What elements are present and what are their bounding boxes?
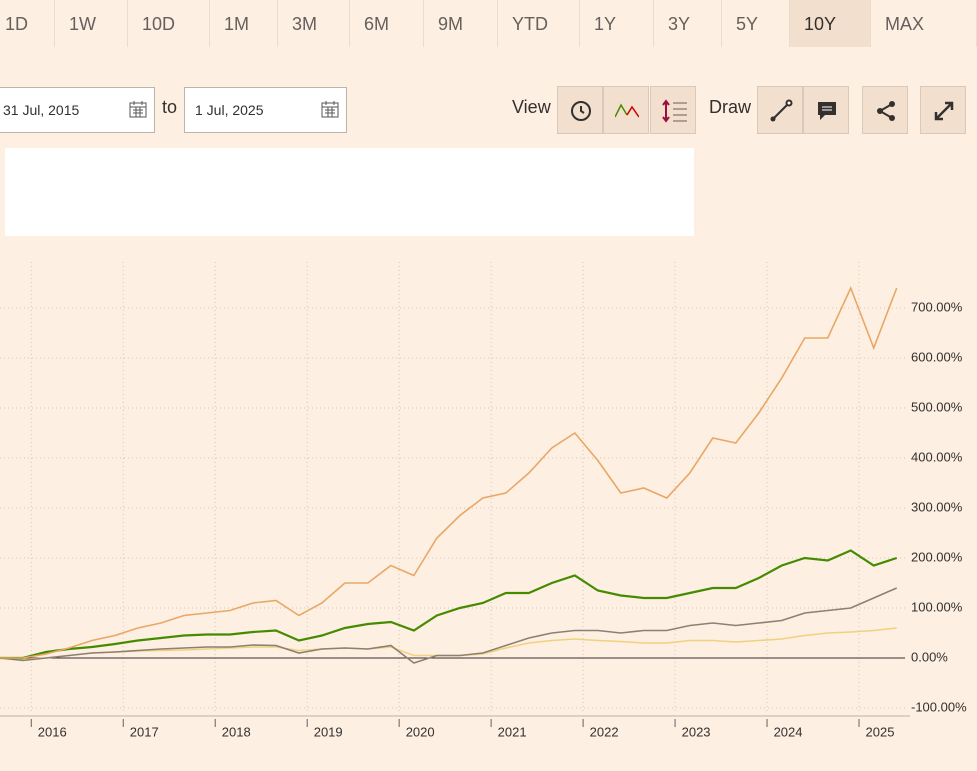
draw-label: Draw (709, 97, 752, 117)
range-tab[interactable]: 6M (350, 0, 424, 47)
series-line (0, 549, 898, 660)
view-label: View (512, 97, 551, 117)
range-tab[interactable]: 1Y (580, 0, 654, 47)
range-tab[interactable]: 3M (278, 0, 350, 47)
x-tick-label: 2020 (406, 724, 435, 739)
y-tick-label: 300.00% (911, 499, 963, 514)
draw-line-icon (770, 99, 793, 122)
clock-icon (571, 101, 591, 121)
line-icon (615, 103, 639, 118)
legend-panel (5, 148, 694, 236)
time-button[interactable] (557, 86, 603, 134)
x-tick-label: 2024 (774, 724, 803, 739)
x-tick-label: 2016 (38, 724, 67, 739)
x-tick-label: 2025 (866, 724, 895, 739)
compare-icon (662, 99, 687, 123)
x-tick-label: 2017 (130, 724, 159, 739)
y-tick-label: 100.00% (911, 599, 963, 614)
series-line (0, 587, 898, 664)
fullscreen-button[interactable] (920, 86, 966, 134)
y-tick-label: 600.00% (911, 349, 963, 364)
range-tab[interactable]: 10Y (790, 0, 871, 47)
calendar-icon (321, 101, 339, 118)
calendar-icon (129, 101, 147, 118)
y-tick-label: -100.00% (911, 699, 967, 714)
compare-button[interactable] (650, 86, 696, 134)
x-tick-label: 2021 (498, 724, 527, 739)
chart-type-button[interactable] (603, 86, 649, 134)
share-icon (877, 101, 895, 121)
range-tab[interactable]: 10D (128, 0, 210, 47)
range-tab[interactable]: MAX (871, 0, 977, 47)
expand-icon (934, 101, 954, 121)
date-from[interactable]: 31 Jul, 2015 (0, 87, 155, 133)
x-tick-label: 2023 (682, 724, 711, 739)
range-tab[interactable]: 3Y (654, 0, 722, 47)
y-tick-label: 200.00% (911, 549, 963, 564)
y-tick-label: 700.00% (911, 299, 963, 314)
x-tick-label: 2019 (314, 724, 343, 739)
annotate-button[interactable] (803, 86, 849, 134)
to-label: to (162, 97, 178, 117)
range-tab[interactable]: YTD (498, 0, 580, 47)
range-tab[interactable]: 1W (55, 0, 128, 47)
range-tab[interactable]: 5Y (722, 0, 790, 47)
comment-icon (818, 102, 836, 120)
x-tick-label: 2022 (590, 724, 619, 739)
date-to[interactable]: 1 Jul, 2025 (184, 87, 347, 133)
share-button[interactable] (862, 86, 908, 134)
range-tab[interactable]: 9M (424, 0, 498, 47)
y-tick-label: 400.00% (911, 449, 963, 464)
y-tick-label: 0.00% (911, 649, 948, 664)
range-tab[interactable]: 1M (210, 0, 278, 47)
series-line (0, 285, 898, 659)
x-tick-label: 2018 (222, 724, 251, 739)
range-tab[interactable]: 1D (0, 0, 55, 47)
y-tick-label: 500.00% (911, 399, 963, 414)
draw-line-button[interactable] (757, 86, 803, 134)
date-from-text: 31 Jul, 2015 (3, 102, 80, 118)
date-to-text: 1 Jul, 2025 (195, 102, 264, 118)
